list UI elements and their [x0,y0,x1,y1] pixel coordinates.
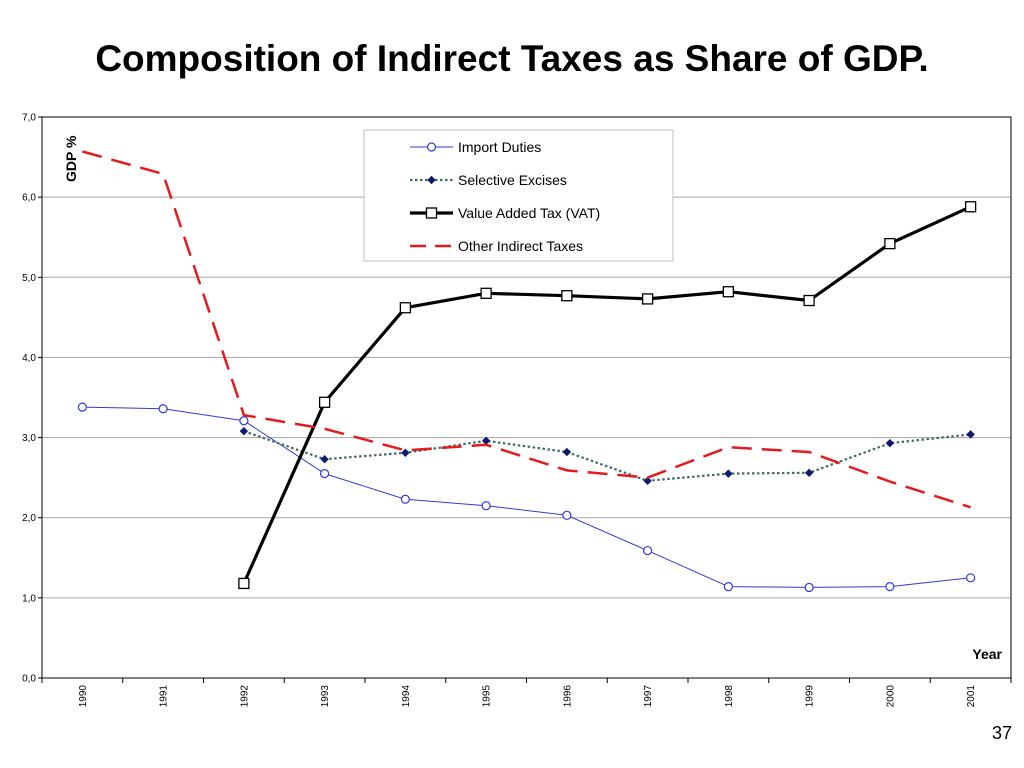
y-tick-label: 6,0 [22,193,36,204]
x-tick-label: 1991 [159,685,170,708]
series-line [243,430,971,482]
legend-item: Other Indirect Taxes [410,238,583,254]
y-tick-label: 7,0 [22,113,36,124]
y-tick-label: 2,0 [22,513,36,524]
x-tick-label: 2001 [966,685,977,708]
series-selective-excises [239,426,975,486]
y-tick-label: 3,0 [22,433,36,444]
x-tick-label: 1997 [643,685,654,708]
marker-square [318,396,331,408]
x-tick-label: 2000 [885,685,896,708]
marker-square [803,294,815,307]
marker-diamond [427,175,436,185]
marker-square [964,201,977,213]
series-value-added-tax-vat [238,201,977,590]
marker-circle [158,404,168,414]
x-tick-label: 1993 [320,685,331,708]
y-tick-label: 5,0 [22,273,36,284]
marker-square [722,286,735,298]
x-tick-label: 1999 [805,685,816,708]
marker-diamond [804,468,814,478]
marker-circle [885,582,895,592]
series-import-duties [77,402,976,593]
marker-diamond [562,447,572,457]
marker-diamond [643,476,652,486]
legend: Import Duties Selective Excises Value Adde… [363,129,674,262]
marker-diamond [401,448,410,457]
y-axis-title: GDP % [63,135,79,182]
marker-square [561,290,573,302]
legend-label: Selective Excises [458,172,567,188]
marker-circle [804,582,814,593]
series-line [82,406,971,588]
legend-label: Value Added Tax (VAT) [458,205,600,221]
series-line [242,205,972,585]
x-tick-label: 1998 [724,685,735,708]
series-line [82,150,971,509]
marker-diamond [481,436,491,445]
marker-circle [643,545,653,556]
x-tick-label: 1994 [401,685,412,708]
marker-circle [966,573,976,583]
y-tick-label: 0,0 [22,674,36,685]
legend-item: Selective Excises [410,172,567,188]
marker-diamond [885,438,895,448]
page-number: 37 [991,723,1012,743]
marker-square [425,207,438,219]
marker-circle [320,469,330,479]
marker-circle [481,501,491,511]
marker-diamond [724,469,733,478]
x-axis-title: Year [972,646,1002,662]
x-tick-label: 1995 [482,685,493,708]
y-axis: 0,0 1,0 2,0 3,0 4,0 5,0 6,0 7,0 [22,113,42,685]
marker-square [480,287,492,299]
marker-square [238,577,250,590]
series-other-indirect-taxes [82,150,971,509]
y-tick-label: 4,0 [22,353,36,364]
marker-circle [77,402,87,412]
slide-title: Composition of Indirect Taxes as Share o… [95,38,929,79]
marker-circle [723,582,733,592]
legend-item: Value Added Tax (VAT) [410,205,600,221]
marker-square [884,237,896,250]
marker-diamond [966,430,975,439]
legend-label: Other Indirect Taxes [458,238,583,254]
marker-circle [562,510,572,520]
x-axis: 1990 1991 1992 1993 1994 1995 1996 1997 1998 1999… [41,678,1012,708]
marker-circle [426,142,437,152]
legend-item: Import Duties [410,139,541,155]
marker-square [399,302,412,314]
legend-label: Import Duties [458,139,541,155]
marker-diamond [239,426,249,436]
line-chart: 1990 1991 1992 1993 1994 1995 1996 1997 1998 1999… [22,113,1012,708]
marker-diamond [320,455,329,464]
marker-circle [239,416,249,426]
x-tick-label: 1990 [78,685,89,708]
y-tick-label: 1,0 [22,593,36,604]
legend-box [363,129,674,262]
series-group [77,150,977,593]
marker-square [641,293,654,305]
x-tick-label: 1996 [562,685,573,708]
marker-circle [400,494,410,504]
x-tick-label: 1992 [239,685,250,708]
